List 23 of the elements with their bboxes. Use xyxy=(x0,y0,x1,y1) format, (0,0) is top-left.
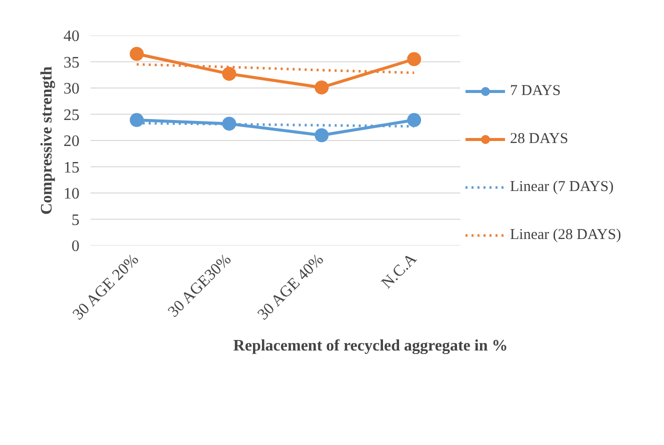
y-axis-title: Compressive strength xyxy=(38,66,56,215)
point xyxy=(222,66,236,81)
y-tick-label: 0 xyxy=(72,238,80,255)
y-tick-label: 25 xyxy=(64,106,80,124)
legend-label: 28 DAYS xyxy=(510,130,568,148)
point xyxy=(130,46,144,61)
y-tick-label: 20 xyxy=(64,133,80,150)
y-tick-label: 30 xyxy=(64,80,80,98)
y-tick-label: 5 xyxy=(72,212,80,229)
point xyxy=(130,113,144,128)
y-tick-label: 35 xyxy=(64,54,80,72)
point xyxy=(407,113,422,128)
legend-label: Linear (28 DAYS) xyxy=(510,226,622,244)
point xyxy=(222,116,236,131)
point xyxy=(314,128,329,142)
y-tick-label: 15 xyxy=(64,159,80,176)
x-axis-title: Replacement of recycled aggregate in % xyxy=(233,337,508,354)
y-tick-label: 40 xyxy=(64,28,80,45)
point xyxy=(407,52,422,66)
legend-label: Linear (7 DAYS) xyxy=(510,178,614,196)
point xyxy=(314,80,329,94)
legend-label: 7 DAYS xyxy=(510,82,561,100)
y-tick-label: 10 xyxy=(64,186,80,202)
